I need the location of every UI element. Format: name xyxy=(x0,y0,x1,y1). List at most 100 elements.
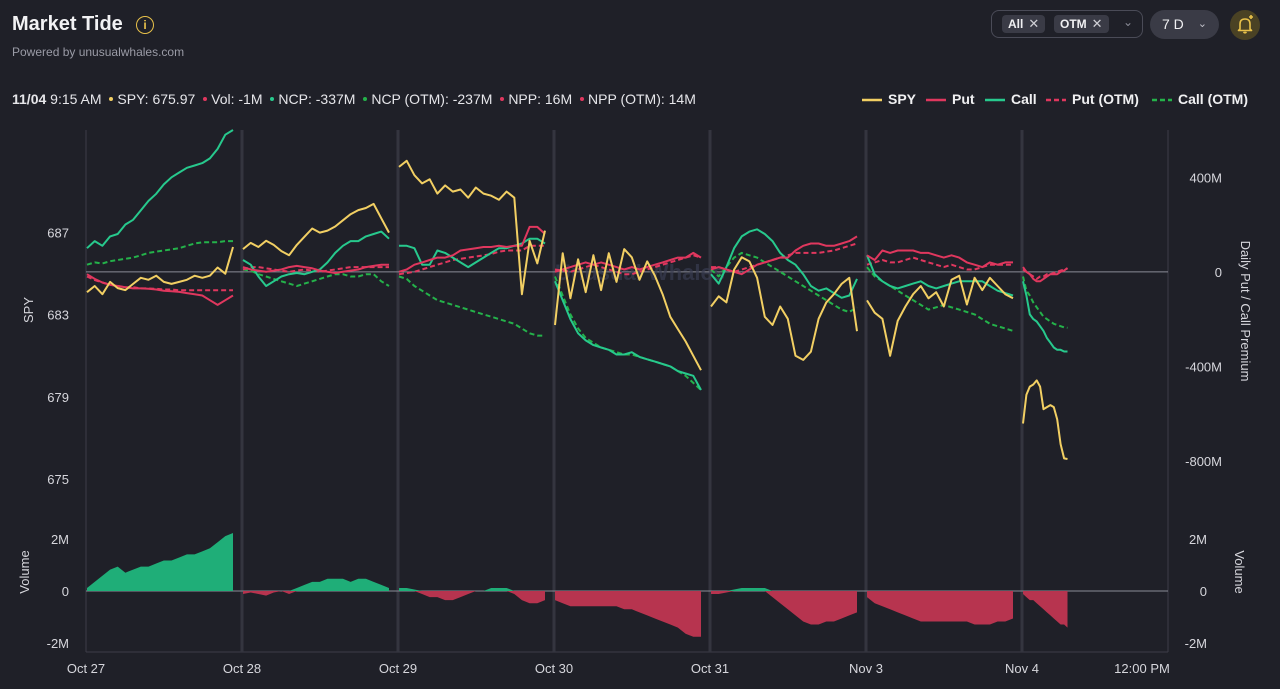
bell-plus-icon xyxy=(1237,15,1253,34)
powered-by-text: Powered by unusualwhales.com xyxy=(12,45,185,59)
npp-dot-icon xyxy=(500,97,505,101)
spy-dot-icon xyxy=(109,97,114,101)
premium-axis-tick: 0 xyxy=(1215,265,1222,280)
call-otm-line xyxy=(554,276,702,391)
spy-line xyxy=(242,202,390,257)
page-title: Market Tide xyxy=(12,13,123,35)
ncp-dot-icon xyxy=(270,97,275,101)
spy-axis-title: SPY xyxy=(21,297,36,323)
vol-dot-icon xyxy=(203,97,208,101)
stats-npp: NPP: 16M xyxy=(508,91,573,107)
volume-axis-title-right: Volume xyxy=(1232,550,1247,593)
stats-spy: SPY: 675.97 xyxy=(117,91,196,107)
put-line xyxy=(1022,266,1069,283)
call-otm-line xyxy=(866,266,1014,332)
put-line xyxy=(710,235,858,276)
spy-line xyxy=(1022,379,1068,460)
premium-axis-tick: 400M xyxy=(1189,170,1222,185)
legend-item-spy[interactable]: SPY xyxy=(862,91,916,107)
call-line xyxy=(242,230,390,287)
filter-chip-otm[interactable]: OTM ✕ xyxy=(1054,15,1109,33)
call-otm-line xyxy=(1022,276,1068,329)
put-line xyxy=(242,263,389,274)
add-alert-button[interactable] xyxy=(1230,10,1260,40)
x-axis-tick: Nov 4 xyxy=(1005,661,1039,676)
put-otm-line xyxy=(866,256,1013,271)
call-otm-line xyxy=(398,275,545,337)
call-otm-line xyxy=(242,268,390,287)
volume-area-positive xyxy=(399,588,545,591)
put-line xyxy=(398,225,546,273)
volume-axis-tick-right: 2M xyxy=(1189,532,1207,547)
x-axis-tick: Oct 27 xyxy=(67,661,105,676)
call-line xyxy=(866,254,1014,297)
volume-area-negative xyxy=(243,591,389,596)
premium-axis-title: Daily Put / Call Premium xyxy=(1238,241,1253,382)
filter-chip-label: OTM xyxy=(1060,17,1087,31)
spy-line xyxy=(86,246,234,296)
call-line xyxy=(554,280,702,391)
volume-area-positive xyxy=(711,588,857,591)
call-otm-line xyxy=(86,240,233,266)
call-line xyxy=(1022,281,1068,353)
stats-npp-otm: NPP (OTM): 14M xyxy=(588,91,696,107)
npp-otm-dot-icon xyxy=(580,97,585,101)
stats-ncp: NCP: -337M xyxy=(278,91,356,107)
legend-label: Put xyxy=(952,91,975,107)
volume-area-positive xyxy=(243,578,389,591)
x-axis-tick: Oct 28 xyxy=(223,661,261,676)
call-line xyxy=(399,237,546,269)
spy-line xyxy=(710,256,858,361)
premium-axis-tick: -400M xyxy=(1185,359,1222,374)
remove-chip-icon[interactable]: ✕ xyxy=(1028,16,1040,31)
put-line xyxy=(866,249,1013,269)
premium-axis-tick: -800M xyxy=(1185,454,1222,469)
filter-select[interactable]: All ✕ OTM ✕ ⌄ xyxy=(991,10,1143,38)
info-icon[interactable]: i xyxy=(136,16,154,34)
legend-item-call[interactable]: Call xyxy=(985,91,1037,107)
spy-axis-tick: 683 xyxy=(47,308,69,323)
volume-area-negative xyxy=(711,591,857,625)
legend-label: Call xyxy=(1011,91,1037,107)
remove-chip-icon[interactable]: ✕ xyxy=(1091,16,1103,31)
call-otm-line xyxy=(710,251,858,313)
stats-ncp-otm: NCP (OTM): -237M xyxy=(371,91,493,107)
volume-area-negative xyxy=(555,591,701,637)
x-axis-tick: Nov 3 xyxy=(849,661,883,676)
volume-axis-tick-left: -2M xyxy=(47,636,69,651)
filter-chip-label: All xyxy=(1008,17,1024,31)
filter-chip-all[interactable]: All ✕ xyxy=(1002,15,1046,33)
call-line xyxy=(86,129,234,249)
range-select-button[interactable]: 7 D ⌄ xyxy=(1150,10,1219,39)
volume-area-negative xyxy=(399,591,545,604)
legend-item-call-otm[interactable]: Call (OTM) xyxy=(1152,91,1248,107)
spy-axis-tick: 687 xyxy=(47,226,69,241)
x-axis-tick: Oct 31 xyxy=(691,661,729,676)
range-label: 7 D xyxy=(1162,16,1184,32)
x-axis-tick: Oct 29 xyxy=(379,661,417,676)
volume-axis-tick-left: 0 xyxy=(62,584,69,599)
spy-line xyxy=(554,248,702,371)
volume-area-negative xyxy=(867,591,1013,625)
legend-item-put[interactable]: Put xyxy=(926,91,975,107)
call-line xyxy=(710,228,858,299)
volume-axis-tick-right: -2M xyxy=(1185,636,1207,651)
put-otm-line xyxy=(398,244,545,276)
volume-axis-tick-right: 0 xyxy=(1200,584,1207,599)
x-axis-tick: 12:00 PM xyxy=(1114,661,1170,676)
chevron-down-icon[interactable]: ⌄ xyxy=(1122,15,1133,29)
legend-label: Put (OTM) xyxy=(1072,91,1139,107)
volume-area-negative xyxy=(1023,591,1068,628)
legend-item-put-otm[interactable]: Put (OTM) xyxy=(1046,91,1139,107)
stats-time: 9:15 AM xyxy=(50,91,102,107)
volume-axis-tick-left: 2M xyxy=(51,532,69,547)
x-axis-tick: Oct 30 xyxy=(535,661,573,676)
legend-label: SPY xyxy=(888,91,917,107)
spy-axis-tick: 675 xyxy=(47,472,69,487)
legend-label: Call (OTM) xyxy=(1178,91,1248,107)
chevron-down-icon: ⌄ xyxy=(1197,18,1207,30)
volume-axis-title-left: Volume xyxy=(17,550,32,593)
stats-bar: 11/04 9:15 AM SPY: 675.97 Vol: -1M NCP: … xyxy=(12,91,696,107)
ncp-otm-dot-icon xyxy=(363,97,368,101)
